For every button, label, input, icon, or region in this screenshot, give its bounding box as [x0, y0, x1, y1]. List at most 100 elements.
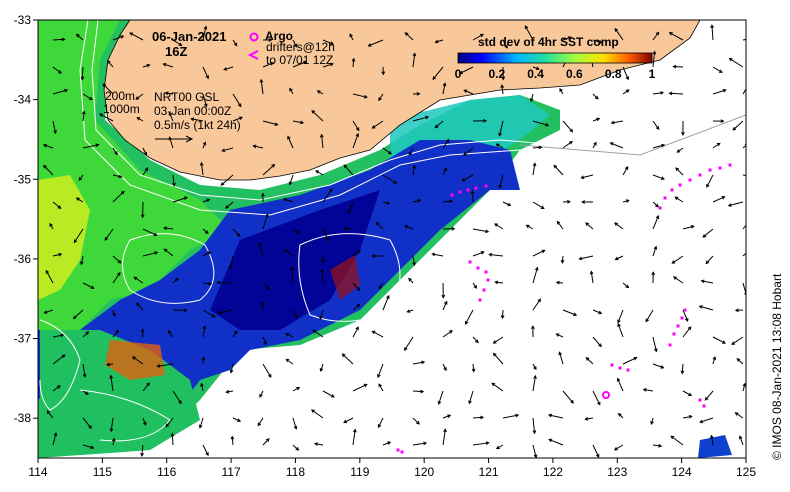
current-arrowhead — [198, 424, 203, 429]
current-arrowhead — [655, 31, 660, 36]
contour-grey — [519, 114, 746, 156]
current-arrowhead — [535, 66, 540, 71]
current-arrowhead — [95, 143, 100, 148]
current-arrow — [652, 246, 657, 257]
current-arrow — [292, 417, 297, 430]
current-arrow — [82, 93, 93, 101]
colorbar-tick-label: 0.8 — [605, 67, 622, 81]
colorbar — [457, 52, 653, 64]
current-arrow — [226, 390, 234, 393]
current-arrowhead — [570, 399, 574, 404]
current-arrow — [291, 267, 294, 284]
current-arrow — [322, 39, 334, 45]
current-arrow — [285, 333, 294, 338]
current-arrow — [321, 134, 324, 149]
current-arrowhead — [288, 181, 293, 186]
current-arrow — [472, 33, 484, 41]
contour-label-200m: 200m — [105, 89, 135, 103]
current-arrow — [230, 255, 234, 269]
current-arrow — [405, 32, 414, 41]
current-arrow — [742, 144, 746, 149]
current-arrow — [442, 414, 451, 419]
current-arrowhead — [89, 96, 94, 101]
current-arrowhead — [313, 442, 318, 446]
drifter-position — [476, 266, 480, 270]
current-arrowhead — [230, 435, 235, 440]
current-arrowhead — [355, 132, 360, 137]
current-arrowhead — [120, 35, 125, 39]
current-arrow — [675, 196, 684, 203]
current-arrow — [702, 228, 714, 238]
current-arrowhead — [498, 184, 503, 189]
eddy-contour-4 — [79, 389, 171, 442]
x-tick-label: 123 — [607, 465, 627, 479]
current-arrow — [52, 120, 57, 134]
current-arrow — [283, 198, 294, 203]
current-arrow — [682, 309, 689, 322]
current-arrowhead — [78, 177, 83, 181]
current-arrowhead — [449, 330, 453, 334]
current-arrow — [80, 255, 84, 265]
current-arrow — [382, 174, 397, 184]
drifter-position — [718, 166, 722, 170]
drifter-marker-icon — [247, 50, 259, 60]
current-arrowhead — [581, 200, 586, 204]
current-arrowhead — [386, 294, 390, 299]
current-arrowhead — [569, 128, 574, 133]
current-arrowhead — [310, 409, 315, 413]
current-arrowhead — [491, 382, 496, 387]
current-arrow — [712, 142, 721, 149]
current-arrow — [682, 415, 692, 419]
current-arrowhead — [53, 130, 57, 135]
current-arrow — [232, 93, 242, 107]
current-arrow — [617, 309, 624, 323]
current-arrowhead — [143, 421, 147, 426]
current-arrow — [502, 414, 519, 419]
current-arrowhead — [676, 149, 681, 153]
current-arrowhead — [458, 70, 463, 75]
drifters-label-line1: drifters@12h — [266, 40, 335, 54]
current-arrowhead — [501, 76, 506, 81]
current-arrow — [372, 120, 384, 129]
y-axis: -33 -34 -35 -36 -37 -38 — [14, 13, 38, 425]
current-arrow — [742, 38, 746, 41]
current-arrowhead — [734, 308, 739, 313]
current-arrow — [592, 309, 602, 314]
current-arrow — [99, 113, 114, 122]
current-arrowhead — [668, 91, 673, 96]
current-arrowhead — [377, 374, 381, 379]
current-arrow — [622, 357, 637, 365]
current-arrow — [617, 378, 624, 392]
current-arrowhead — [356, 303, 361, 308]
current-arrow — [614, 222, 624, 230]
x-tick-label: 121 — [479, 465, 499, 479]
current-arrow — [742, 252, 746, 257]
current-arrowhead — [316, 90, 321, 94]
current-arrowhead — [585, 222, 589, 226]
current-arrow — [200, 383, 204, 392]
current-arrowhead — [282, 197, 288, 202]
current-arrow — [52, 201, 61, 209]
current-arrowhead — [75, 33, 80, 38]
current-arrow — [202, 199, 210, 203]
current-arrow — [412, 199, 421, 203]
current-arrowhead — [749, 219, 752, 222]
current-arrow — [742, 174, 746, 177]
current-arrow — [682, 225, 694, 230]
current-arrow — [262, 164, 275, 176]
x-tick-label: 114 — [28, 465, 47, 479]
current-arrow — [322, 188, 333, 203]
current-arrowhead — [81, 110, 86, 115]
current-arrowhead — [547, 413, 553, 418]
drifter-position — [670, 188, 674, 192]
current-arrowhead — [283, 249, 288, 253]
current-arrow — [378, 282, 384, 290]
current-arrowhead — [671, 260, 676, 264]
current-arrow — [257, 417, 264, 426]
current-scale: 0.5m/s (1kt 24h) — [154, 118, 241, 132]
current-arrow — [200, 162, 204, 176]
current-arrow — [311, 409, 324, 419]
current-arrow — [494, 223, 504, 230]
current-arrow — [652, 363, 664, 369]
current-arrowhead — [109, 428, 114, 433]
